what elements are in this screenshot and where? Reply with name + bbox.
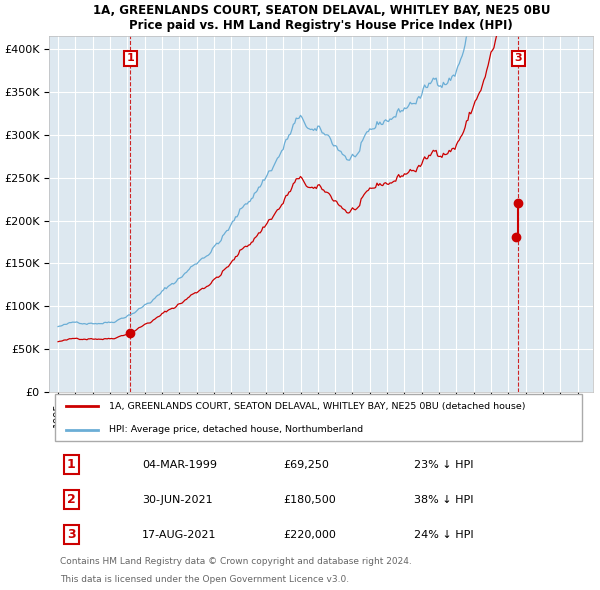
- Text: 17-AUG-2021: 17-AUG-2021: [142, 530, 217, 540]
- Text: £220,000: £220,000: [283, 530, 336, 540]
- Text: 1A, GREENLANDS COURT, SEATON DELAVAL, WHITLEY BAY, NE25 0BU (detached house): 1A, GREENLANDS COURT, SEATON DELAVAL, WH…: [109, 402, 526, 411]
- Text: 3: 3: [515, 53, 522, 63]
- Text: 24% ↓ HPI: 24% ↓ HPI: [414, 530, 473, 540]
- Text: £180,500: £180,500: [283, 495, 336, 505]
- FancyBboxPatch shape: [55, 394, 583, 441]
- Text: 23% ↓ HPI: 23% ↓ HPI: [414, 460, 473, 470]
- Text: 30-JUN-2021: 30-JUN-2021: [142, 495, 212, 505]
- Text: 1: 1: [127, 53, 134, 63]
- Text: 38% ↓ HPI: 38% ↓ HPI: [414, 495, 473, 505]
- Text: 04-MAR-1999: 04-MAR-1999: [142, 460, 217, 470]
- Text: HPI: Average price, detached house, Northumberland: HPI: Average price, detached house, Nort…: [109, 425, 364, 434]
- Text: £69,250: £69,250: [283, 460, 329, 470]
- Text: 2: 2: [67, 493, 76, 506]
- Text: Contains HM Land Registry data © Crown copyright and database right 2024.: Contains HM Land Registry data © Crown c…: [60, 556, 412, 566]
- Text: This data is licensed under the Open Government Licence v3.0.: This data is licensed under the Open Gov…: [60, 575, 349, 584]
- Text: 1: 1: [67, 458, 76, 471]
- Text: 3: 3: [67, 528, 76, 542]
- Title: 1A, GREENLANDS COURT, SEATON DELAVAL, WHITLEY BAY, NE25 0BU
Price paid vs. HM La: 1A, GREENLANDS COURT, SEATON DELAVAL, WH…: [92, 4, 550, 32]
